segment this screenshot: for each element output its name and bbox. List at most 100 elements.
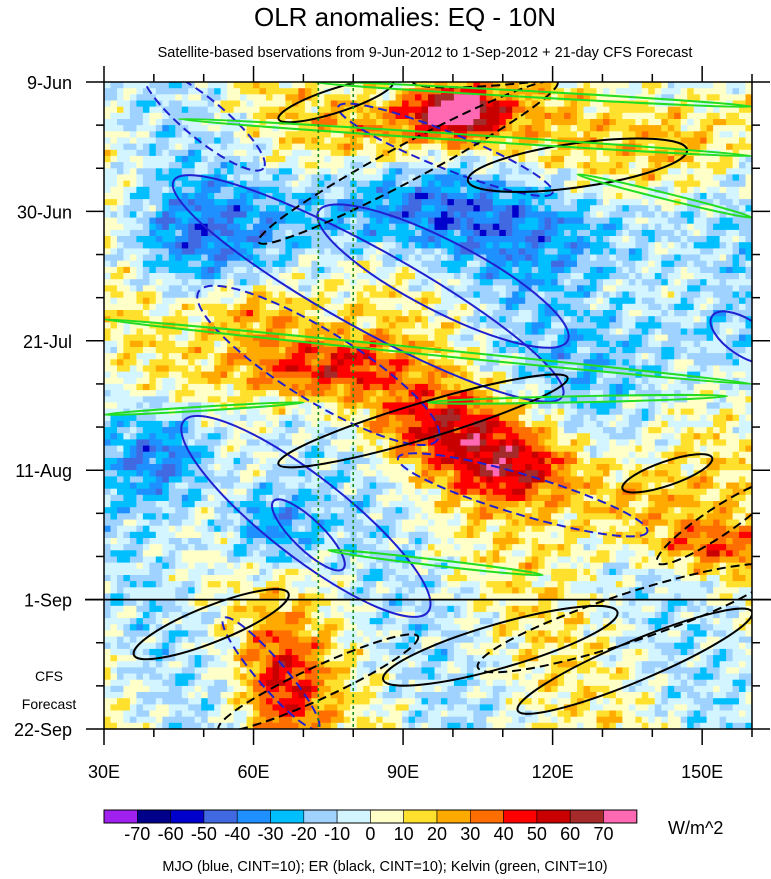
field-cell	[149, 420, 157, 428]
field-cell	[253, 599, 261, 607]
field-cell	[343, 488, 351, 496]
field-cell	[343, 519, 351, 527]
field-cell	[194, 648, 202, 656]
field-cell	[188, 630, 196, 638]
field-cell	[382, 544, 390, 551]
field-cell	[311, 507, 319, 514]
field-cell	[175, 285, 183, 293]
field-cell	[304, 149, 312, 157]
field-cell	[350, 340, 358, 348]
field-cell	[395, 279, 403, 286]
field-cell	[155, 162, 163, 169]
field-cell	[175, 445, 183, 453]
field-cell	[291, 149, 299, 157]
field-cell	[136, 611, 144, 619]
field-cell	[376, 716, 384, 724]
field-cell	[117, 611, 125, 619]
field-cell	[123, 427, 131, 434]
field-cell	[259, 636, 267, 644]
field-cell	[129, 205, 137, 212]
field-cell	[343, 698, 351, 705]
field-cell	[324, 402, 332, 410]
field-cell	[376, 137, 384, 145]
field-cell	[194, 383, 202, 391]
field-cell	[279, 396, 287, 404]
field-cell	[291, 420, 299, 428]
field-cell	[123, 599, 131, 607]
field-cell	[291, 599, 299, 607]
field-cell	[402, 340, 410, 348]
field-cell	[285, 266, 293, 274]
field-cell	[123, 155, 131, 163]
field-cell	[207, 248, 215, 256]
field-cell	[175, 371, 183, 379]
field-cell	[110, 716, 118, 724]
field-cell	[369, 371, 377, 379]
field-cell	[369, 279, 377, 286]
field-cell	[259, 519, 267, 527]
field-cell	[291, 310, 299, 317]
field-cell	[279, 383, 287, 391]
field-cell	[376, 679, 384, 687]
field-cell	[350, 303, 358, 311]
field-cell	[129, 383, 137, 391]
field-cell	[220, 457, 228, 465]
field-cell	[356, 408, 364, 416]
field-cell	[175, 587, 183, 595]
field-cell	[259, 322, 267, 330]
field-cell	[110, 119, 118, 126]
field-cell	[136, 692, 144, 699]
field-cell	[317, 353, 325, 360]
field-cell	[233, 353, 241, 360]
field-cell	[304, 211, 312, 219]
field-cell	[123, 704, 131, 712]
field-cell	[207, 223, 215, 231]
field-cell	[356, 383, 364, 391]
field-cell	[168, 402, 176, 410]
field-cell	[304, 476, 312, 484]
field-cell	[194, 119, 202, 126]
field-cell	[402, 143, 410, 151]
field-cell	[129, 303, 137, 311]
field-cell	[402, 685, 410, 693]
field-cell	[142, 507, 150, 514]
field-cell	[369, 427, 377, 434]
field-cell	[272, 593, 280, 601]
field-cell	[311, 611, 319, 619]
field-cell	[207, 464, 215, 471]
field-cell	[311, 143, 319, 151]
field-cell	[214, 464, 222, 471]
field-cell	[356, 519, 364, 527]
field-cell	[188, 655, 196, 662]
field-cell	[311, 408, 319, 416]
field-cell	[201, 162, 209, 169]
field-cell	[168, 217, 176, 225]
field-cell	[337, 476, 345, 484]
field-cell	[240, 131, 248, 139]
field-cell	[304, 365, 312, 373]
field-cell	[343, 556, 351, 564]
field-cell	[240, 137, 248, 145]
field-cell	[162, 642, 170, 650]
field-cell	[117, 414, 125, 422]
field-cell	[104, 383, 112, 391]
field-cell	[149, 303, 157, 311]
field-cell	[233, 445, 241, 453]
field-cell	[175, 482, 183, 490]
field-cell	[104, 420, 112, 428]
field-cell	[117, 488, 125, 496]
field-cell	[233, 236, 241, 243]
field-cell	[188, 636, 196, 644]
field-cell	[376, 291, 384, 299]
field-cell	[246, 710, 254, 718]
field-cell	[129, 575, 137, 582]
field-cell	[207, 316, 215, 323]
field-cell	[356, 266, 364, 274]
field-cell	[389, 611, 397, 619]
field-cell	[188, 513, 196, 521]
field-cell	[168, 328, 176, 336]
field-cell	[214, 581, 222, 588]
field-cell	[317, 199, 325, 206]
field-cell	[220, 322, 228, 330]
field-cell	[304, 630, 312, 638]
